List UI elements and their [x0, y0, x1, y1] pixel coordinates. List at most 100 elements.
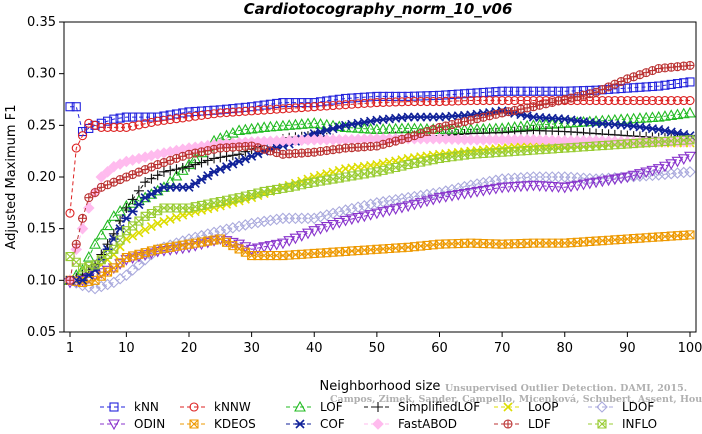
data-point: [652, 110, 665, 122]
data-point: [233, 124, 246, 136]
data-point: [347, 93, 357, 103]
data-point: [558, 182, 571, 194]
data-point: [114, 204, 127, 216]
data-point: [178, 210, 188, 220]
y-tick-label: 0.10: [27, 273, 56, 288]
data-point: [522, 86, 532, 96]
x-tick-label: 30: [243, 341, 260, 356]
data-point: [408, 190, 421, 203]
data-point: [364, 122, 377, 134]
series-INFLO: [65, 135, 695, 273]
legend-label: LDF: [528, 417, 551, 431]
data-point: [114, 273, 126, 285]
data-point: [596, 176, 609, 188]
data-point: [308, 226, 321, 237]
data-point: [278, 104, 288, 114]
data-point: [133, 185, 144, 196]
data-point: [264, 214, 277, 227]
data-point: [302, 117, 314, 129]
data-point: [364, 210, 377, 221]
data-point: [89, 238, 101, 249]
data-point: [196, 157, 207, 168]
data-point: [153, 218, 163, 229]
data-point: [294, 400, 306, 412]
data-point: [146, 117, 156, 127]
data-point: [314, 117, 327, 129]
data-point: [490, 174, 502, 187]
data-point: [665, 109, 678, 120]
data-point: [402, 201, 415, 213]
data-point: [328, 95, 338, 105]
data-point: [183, 161, 194, 172]
data-point: [65, 208, 75, 218]
data-point: [264, 241, 277, 252]
data-point: [258, 121, 271, 132]
data-point: [120, 269, 133, 281]
data-point: [503, 86, 513, 96]
data-point: [508, 172, 521, 185]
data-point: [201, 228, 214, 240]
legend-label: ODIN: [134, 417, 165, 431]
data-point: [295, 419, 305, 429]
data-point: [653, 124, 664, 135]
data-point: [646, 165, 659, 177]
data-point: [497, 86, 507, 96]
data-point: [629, 95, 639, 106]
data-point: [685, 135, 695, 145]
data-point: [272, 98, 282, 108]
data-point: [176, 235, 189, 247]
data-point: [370, 208, 383, 220]
data-point: [685, 60, 695, 70]
data-point: [352, 212, 365, 224]
data-point: [416, 91, 426, 101]
data-point: [503, 402, 513, 412]
data-point: [471, 178, 483, 190]
data-point: [227, 222, 239, 234]
data-point: [503, 95, 513, 106]
data-point: [359, 92, 369, 102]
data-point: [109, 244, 119, 254]
data-point: [297, 98, 307, 108]
data-point: [251, 122, 264, 133]
data-point: [334, 94, 344, 104]
data-point: [270, 239, 283, 251]
data-point: [477, 177, 490, 189]
legend-label: LOF: [320, 400, 343, 414]
series-line: [69, 100, 690, 214]
data-point: [103, 116, 113, 126]
data-point: [635, 82, 645, 92]
data-point: [127, 194, 138, 205]
legend-label: SimplifiedLOF: [398, 400, 480, 414]
data-point: [146, 222, 156, 232]
data-point: [679, 95, 689, 106]
data-point: [428, 97, 438, 107]
y-axis: 0.05 0.10 0.15 0.20 0.25 0.30 0.35: [27, 15, 64, 340]
legend-item-kNNW: kNNW: [180, 400, 251, 414]
data-point: [258, 242, 271, 253]
y-tick-label: 0.25: [27, 118, 56, 133]
data-point: [414, 198, 427, 209]
x-tick-label: 1: [66, 341, 74, 356]
data-point: [177, 162, 188, 173]
data-point: [616, 95, 626, 106]
data-point: [395, 202, 408, 214]
data-point: [397, 91, 407, 101]
data-point: [283, 119, 296, 130]
data-point: [478, 95, 488, 106]
data-point: [409, 91, 419, 101]
data-point: [345, 214, 358, 226]
data-point: [95, 228, 108, 240]
legend-item-LDF: LDF: [494, 417, 551, 431]
data-point: [666, 95, 676, 106]
data-point: [164, 175, 177, 187]
data-point: [533, 181, 546, 192]
data-point: [577, 179, 590, 191]
data-point: [90, 187, 100, 198]
data-point: [171, 164, 182, 175]
data-point: [659, 168, 671, 181]
y-tick-label: 0.30: [27, 67, 56, 82]
data-point: [622, 83, 632, 93]
legend-item-kNN: kNN: [100, 400, 159, 414]
data-point: [571, 180, 584, 192]
